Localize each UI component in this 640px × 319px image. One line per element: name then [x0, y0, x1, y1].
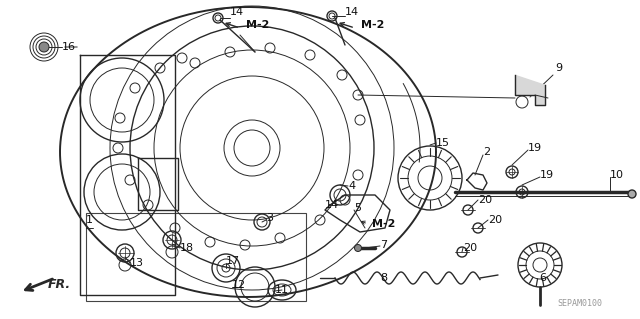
Text: FR.: FR.	[48, 278, 71, 292]
Polygon shape	[515, 75, 545, 105]
Text: M-2: M-2	[361, 20, 385, 30]
Text: 18: 18	[180, 243, 194, 253]
Text: 1: 1	[86, 215, 93, 225]
Text: 5: 5	[354, 203, 361, 213]
Text: 7: 7	[380, 240, 387, 250]
Circle shape	[355, 244, 362, 251]
Text: 4: 4	[348, 181, 355, 191]
Text: 19: 19	[528, 143, 542, 153]
Text: 6: 6	[539, 273, 546, 283]
Text: 8: 8	[380, 273, 387, 283]
Text: 11: 11	[275, 285, 289, 295]
Text: 3: 3	[266, 213, 273, 223]
Text: 20: 20	[478, 195, 492, 205]
Text: 20: 20	[488, 215, 502, 225]
Text: 19: 19	[540, 170, 554, 180]
Text: 14: 14	[230, 7, 244, 17]
Text: 2: 2	[483, 147, 490, 157]
Text: 14: 14	[345, 7, 359, 17]
Text: 10: 10	[610, 170, 624, 180]
Text: 15: 15	[436, 138, 450, 148]
Text: M-2: M-2	[246, 20, 269, 30]
Text: SEPAM0100: SEPAM0100	[557, 299, 602, 308]
Text: 12: 12	[232, 280, 246, 290]
Text: 9: 9	[555, 63, 562, 73]
Text: M-2: M-2	[372, 219, 396, 229]
Bar	[86, 213, 306, 301]
Text: 16: 16	[62, 42, 76, 52]
Text: 14: 14	[325, 200, 339, 210]
Circle shape	[628, 190, 636, 198]
Text: 13: 13	[130, 258, 144, 268]
Text: 20: 20	[463, 243, 477, 253]
Text: 17: 17	[226, 256, 240, 266]
Circle shape	[39, 42, 49, 52]
